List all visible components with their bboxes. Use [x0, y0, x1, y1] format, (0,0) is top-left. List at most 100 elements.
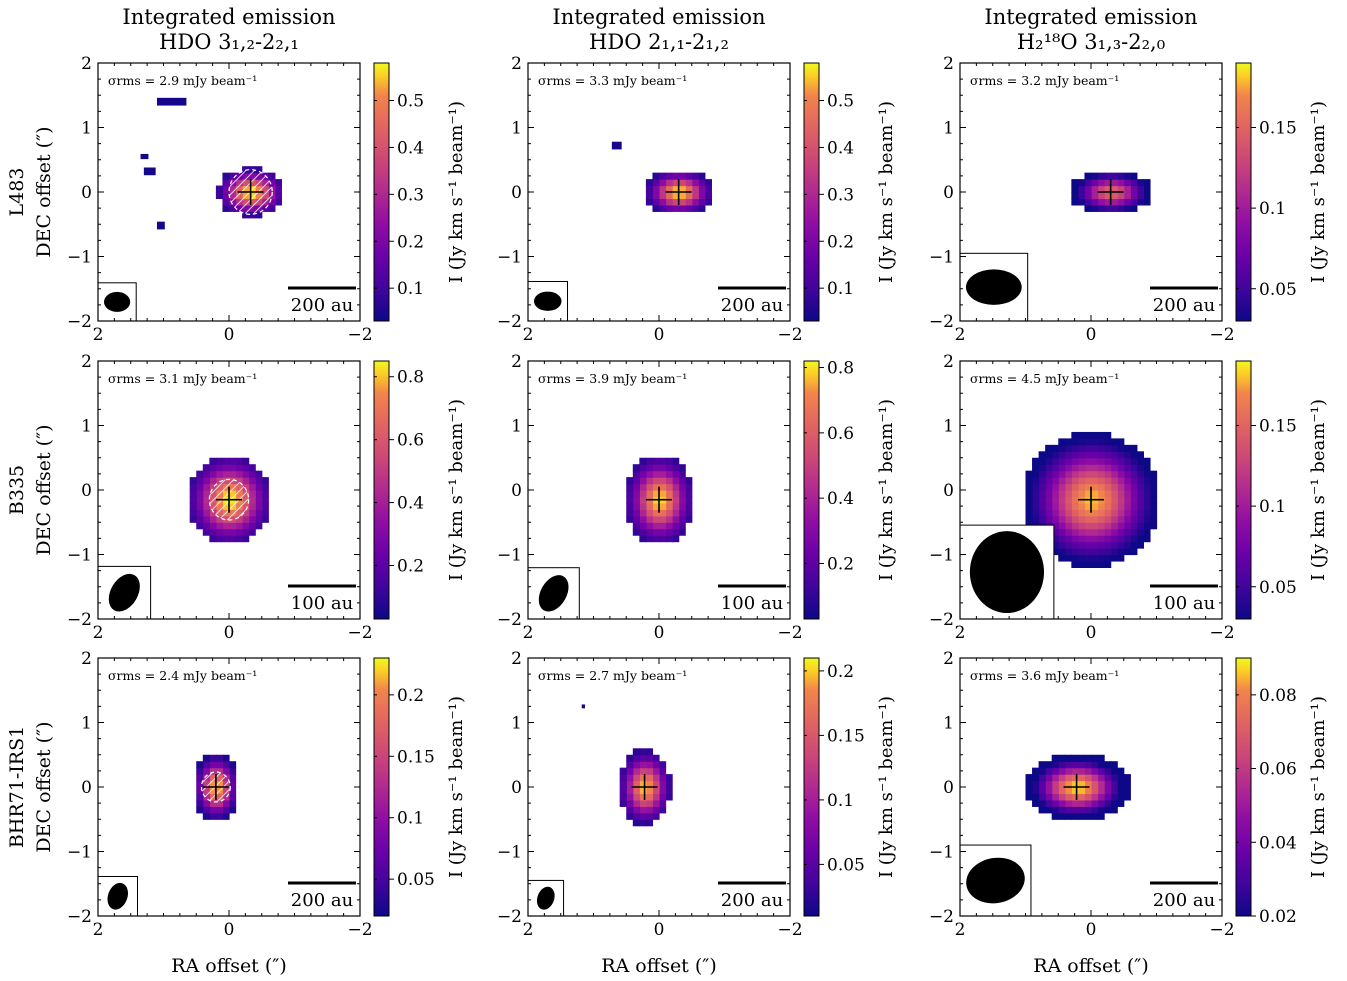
scale-bar-label: 100 au — [721, 593, 783, 614]
map-pixel — [645, 748, 654, 756]
map-pixel — [1071, 541, 1079, 549]
map-pixel — [1136, 496, 1144, 504]
map-pixel — [1058, 515, 1066, 523]
map-pixel — [235, 464, 243, 472]
map-pixel — [652, 198, 660, 206]
map-pixel — [222, 522, 230, 530]
map-pixel — [1117, 198, 1125, 206]
map-pixel — [1058, 438, 1066, 446]
map-pixel — [652, 793, 660, 801]
map-pixel — [672, 457, 680, 465]
map-pixel — [672, 515, 680, 523]
x-tick-label: −2 — [1209, 920, 1234, 940]
map-pixel — [215, 464, 224, 472]
map-pixel — [196, 502, 204, 510]
map-pixel — [1058, 496, 1066, 504]
colorbar — [373, 360, 390, 620]
map-pixel — [704, 192, 712, 200]
map-pixel — [196, 793, 204, 801]
y-tick-label: 1 — [81, 714, 92, 734]
map-pixel — [261, 477, 269, 485]
map-pixel — [222, 767, 230, 775]
map-pixel — [1097, 806, 1105, 814]
map-pixel — [1097, 799, 1105, 807]
map-pixel — [1110, 787, 1118, 795]
map-pixel — [1091, 787, 1099, 795]
map-pixel — [645, 780, 654, 788]
x-tick-label: 2 — [93, 623, 104, 643]
map-pixel — [1136, 522, 1144, 530]
y-tick-label: 2 — [81, 352, 92, 372]
map-pixel — [1045, 496, 1053, 504]
emission-map — [1025, 431, 1158, 568]
map-pixel — [1084, 470, 1092, 478]
map-pixel — [215, 535, 224, 543]
map-pixel — [1091, 198, 1099, 206]
map-pixel — [1097, 451, 1105, 459]
map-pixel — [1123, 198, 1131, 206]
map-pixel — [235, 457, 243, 465]
emission-map — [1071, 172, 1151, 212]
x-tick-label: 0 — [1086, 325, 1097, 345]
map-pixel — [268, 172, 276, 180]
map-pixel — [652, 806, 660, 814]
map-pixel — [659, 535, 667, 543]
colorbar-tick-label: 0.15 — [827, 726, 865, 746]
map-pixel — [632, 496, 640, 504]
map-pixel — [1032, 515, 1040, 523]
map-pixel — [1110, 767, 1118, 775]
map-pixel — [678, 509, 686, 517]
colorbar-tick-label: 0.4 — [397, 138, 424, 158]
map-pixel — [1077, 774, 1086, 782]
y-tick-label: 2 — [511, 649, 522, 669]
map-pixel — [1091, 464, 1099, 472]
map-pixel — [1110, 198, 1118, 206]
map-pixel — [1051, 787, 1059, 795]
map-pixel — [1117, 780, 1125, 788]
map-pixel — [1064, 509, 1072, 517]
map-pixel — [1091, 457, 1099, 465]
map-pixel — [1045, 444, 1053, 452]
map-pixel — [1117, 483, 1125, 491]
map-pixel — [1038, 490, 1046, 498]
map-pixel — [202, 470, 210, 478]
map-pixel — [1077, 185, 1086, 193]
map-pixel — [665, 470, 673, 478]
map-pixel — [1032, 780, 1040, 788]
map-pixel — [1077, 502, 1086, 510]
map-pixel — [1123, 793, 1131, 801]
y-tick-label: 0 — [81, 183, 92, 203]
map-pixel — [222, 806, 230, 814]
map-pixel — [639, 457, 647, 465]
emission-map — [1025, 754, 1131, 820]
map-pixel — [1143, 490, 1151, 498]
y-tick-label: 2 — [943, 649, 954, 669]
map-pixel — [639, 748, 647, 756]
map-pixel — [665, 787, 673, 795]
map-pixel — [1051, 490, 1059, 498]
map-pixel — [1136, 179, 1144, 187]
map-pixel — [685, 502, 693, 510]
map-pixel — [645, 470, 654, 478]
map-pixel — [1051, 528, 1059, 536]
map-pixel — [1104, 470, 1112, 478]
map-pixel — [242, 522, 250, 530]
map-pixel — [215, 477, 224, 485]
map-pixel — [209, 535, 217, 543]
map-pixel — [632, 515, 640, 523]
map-pixel — [639, 799, 647, 807]
map-pixel — [1071, 451, 1079, 459]
map-pixel — [1130, 496, 1138, 504]
map-pixel — [691, 185, 699, 193]
map-pixel — [1084, 451, 1092, 459]
y-tick-label: 2 — [511, 54, 522, 74]
map-pixel — [665, 179, 673, 187]
y-tick-label: 0 — [943, 481, 954, 501]
map-pixel — [1071, 761, 1079, 769]
map-pixel — [639, 535, 647, 543]
map-pixel — [1071, 806, 1079, 814]
colorbar-tick-label: 0.08 — [1259, 686, 1297, 706]
colorbar-label: I (Jy km s⁻¹ beam⁻¹) — [446, 399, 467, 581]
